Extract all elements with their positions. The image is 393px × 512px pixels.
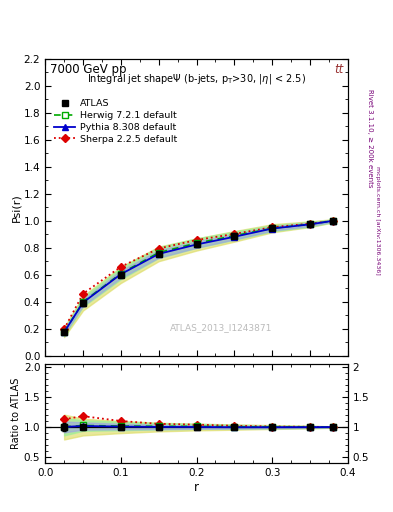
X-axis label: r: r: [194, 481, 199, 494]
Text: tt: tt: [334, 63, 343, 76]
Legend: ATLAS, Herwig 7.2.1 default, Pythia 8.308 default, Sherpa 2.2.5 default: ATLAS, Herwig 7.2.1 default, Pythia 8.30…: [55, 99, 177, 144]
Text: 7000 GeV pp: 7000 GeV pp: [50, 63, 126, 76]
Text: Rivet 3.1.10, ≥ 200k events: Rivet 3.1.10, ≥ 200k events: [367, 89, 373, 187]
Text: ATLAS_2013_I1243871: ATLAS_2013_I1243871: [169, 323, 272, 332]
Y-axis label: Ratio to ATLAS: Ratio to ATLAS: [11, 378, 21, 449]
Text: Integral jet shape$\Psi$ (b-jets, p$_{\rm T}$>30, |$\eta$| < 2.5): Integral jet shape$\Psi$ (b-jets, p$_{\r…: [87, 72, 306, 86]
Text: mcplots.cern.ch [arXiv:1306.3436]: mcplots.cern.ch [arXiv:1306.3436]: [375, 166, 380, 274]
Y-axis label: Psi(r): Psi(r): [11, 193, 21, 222]
